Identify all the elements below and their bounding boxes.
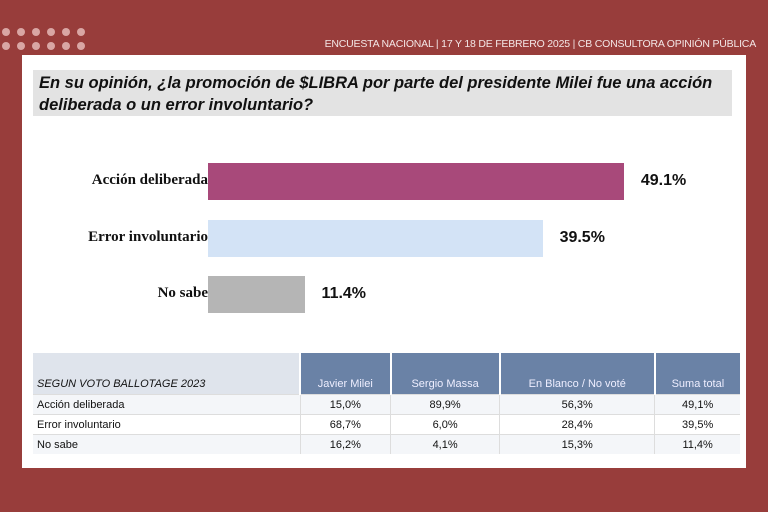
question-title: En su opinión, ¿la promoción de $LIBRA p… [33,70,732,116]
bar-value-label: 11.4% [321,285,367,302]
table-header: Javier Milei [299,353,391,395]
table-cell: 56,3% [499,394,655,415]
table-row: Error involuntario 68,7% 6,0% 28,4% 39,5% [33,414,740,435]
bar [208,163,624,200]
row-label: No sabe [33,434,301,454]
table-header: Suma total [653,353,740,395]
crosstab-table: SEGUN VOTO BALLOTAGE 2023 Javier Milei S… [33,353,740,454]
chart-card: En su opinión, ¿la promoción de $LIBRA p… [22,55,746,468]
decorative-dots [2,28,85,50]
table-cell: 49,1% [654,394,740,415]
bar-value-label: 49.1% [640,172,687,189]
table-row: Acción deliberada 15,0% 89,9% 56,3% 49,1% [33,394,740,415]
table-header: SEGUN VOTO BALLOTAGE 2023 [33,353,301,395]
bar-category-label: Error involuntario [88,229,208,245]
table-cell: 11,4% [654,434,740,454]
table-header: Sergio Massa [389,353,500,395]
survey-header: ENCUESTA NACIONAL | 17 Y 18 DE FEBRERO 2… [324,38,757,50]
bar [208,276,305,313]
bar-category-label: Acción deliberada [91,172,208,188]
table-cell: 4,1% [390,434,500,454]
table-cell: 15,0% [299,394,391,415]
table-cell: 16,2% [299,434,391,454]
table-cell: 28,4% [499,414,655,435]
bar-category-label: No sabe [157,285,208,301]
table-row: No sabe 16,2% 4,1% 15,3% 11,4% [33,434,740,454]
table-header: En Blanco / No voté [498,353,655,395]
table-cell: 39,5% [654,414,740,435]
row-label: Error involuntario [33,414,301,435]
bar-value-label: 39.5% [559,229,605,246]
row-label: Acción deliberada [33,394,301,415]
bar [208,220,543,257]
table-cell: 89,9% [390,394,500,415]
table-cell: 15,3% [499,434,655,454]
table-cell: 6,0% [390,414,500,435]
table-cell: 68,7% [299,414,391,435]
